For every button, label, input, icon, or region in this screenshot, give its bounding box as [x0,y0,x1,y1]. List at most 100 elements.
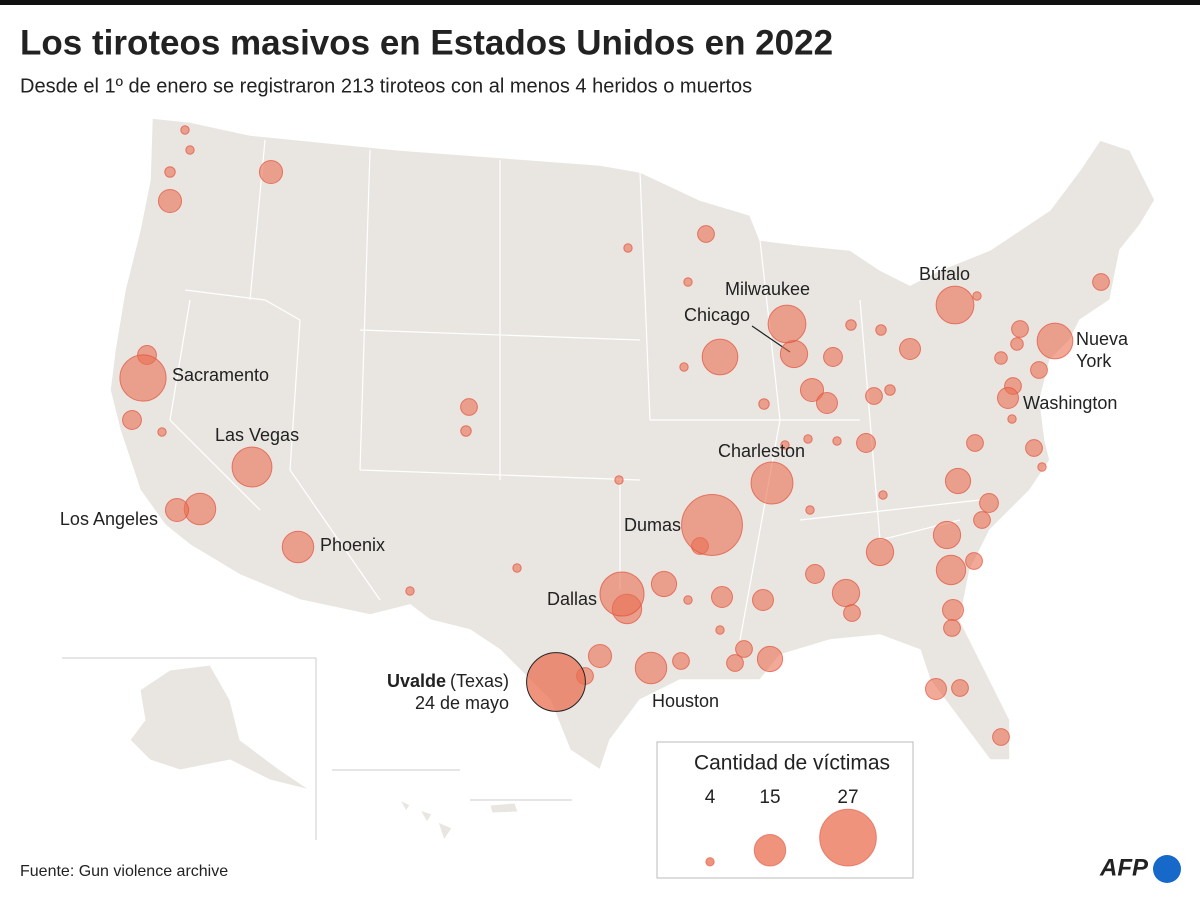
incident-bubble [231,446,273,488]
uvalde-date: 24 de mayo [415,693,509,713]
city-label: Dumas [624,515,681,535]
city-label: Washington [1023,393,1117,413]
incident-bubble [258,159,284,185]
incident-bubble [726,654,744,672]
incident-bubble [884,384,896,396]
city-label: Búfalo [919,264,970,284]
incident-bubble [972,291,982,301]
incident-bubble [767,304,807,344]
city-label: Houston [652,691,719,711]
us-map [109,117,1156,772]
legend-value: 15 [759,787,780,808]
incident-bubble [878,490,888,500]
incident-bubble [1030,361,1048,379]
title: Los tiroteos masivos en Estados Unidos e… [20,23,833,62]
incident-bubble [799,377,825,403]
incident-bubble [779,339,809,369]
incident-bubble [942,599,964,621]
incident-bubble [943,619,961,637]
incident-bubble [965,552,983,570]
incident-bubble [932,520,962,550]
incident-bubble [997,387,1019,409]
city-label: Dallas [547,589,597,609]
incident-bubble [405,586,415,596]
incident-bubble [935,554,967,586]
incident-bubble [823,347,843,367]
incident-bubble [756,645,784,673]
incident-bubble [752,589,774,611]
incident-bubble [679,362,689,372]
incident-bubble [816,392,838,414]
incident-bubble [966,434,984,452]
incident-bubble [1036,322,1074,360]
incident-bubble [832,436,842,446]
incident-bubble [1007,414,1017,424]
uvalde-state: (Texas) [450,671,509,691]
incident-bubble [180,125,190,135]
subtitle: Desde el 1º de enero se registraron 213 … [20,75,752,97]
incident-bubble [935,285,975,325]
incident-bubble [805,564,825,584]
incident-bubble [634,651,668,685]
incident-bubble [697,225,715,243]
city-label: York [1076,351,1112,371]
incident-bubble [758,398,770,410]
incident-bubble [1092,273,1110,291]
incident-bubble [164,497,190,523]
incident-bubble [899,338,921,360]
legend-bubble [753,834,787,867]
incident-bubble [1025,439,1043,457]
incident-bubble [805,505,815,515]
incident-bubble [973,511,991,529]
incident-bubble [944,467,972,495]
incident-bubble [119,354,167,402]
incident-bubble [122,410,142,430]
incident-bubble [875,324,887,336]
legend-bubble [819,808,877,867]
incident-bubble [460,398,478,416]
city-label: Los Angeles [60,509,158,529]
incident-bubble [460,425,472,437]
state-borders [169,139,981,641]
incident-bubble [865,387,883,405]
incident-bubble [711,586,733,608]
incident-bubble [856,433,876,453]
incident-bubble [599,571,645,617]
incident-bubble [1011,320,1029,338]
incident-bubble [681,494,743,556]
incident-bubble [157,427,167,437]
incident-bubble [683,595,693,605]
incident-bubble [735,640,753,658]
incident-bubble [780,440,790,450]
insets [129,664,519,842]
legend-value: 27 [837,787,858,808]
incident-bubble [715,625,725,635]
incident-bubble [925,678,947,700]
inset-frames [62,657,572,840]
incident-bubble [512,563,522,573]
incident-bubble [281,530,315,564]
uvalde-name: Uvalde [387,671,446,691]
incident-bubble [185,145,195,155]
incident-bubble [979,493,999,513]
top-bar [0,0,1200,5]
incident-bubble [994,351,1008,365]
incident-bubble [992,728,1010,746]
incident-bubble [164,166,176,178]
incident-bubble [951,679,969,697]
legend-bubble [705,857,715,867]
incident-bubble [1037,462,1047,472]
incident-bubble [672,652,690,670]
incident-bubble [683,277,693,287]
city-label: Las Vegas [215,425,299,445]
incident-bubble [750,461,794,505]
incident-bubble [1010,337,1024,351]
uvalde-bubble [526,652,586,712]
legend-title: Cantidad de víctimas [694,752,890,775]
incident-bubble [701,338,739,376]
legend-value: 4 [705,787,716,808]
incident-bubble [845,319,857,331]
incident-bubble [157,188,183,214]
logo: AFP [1099,854,1149,881]
